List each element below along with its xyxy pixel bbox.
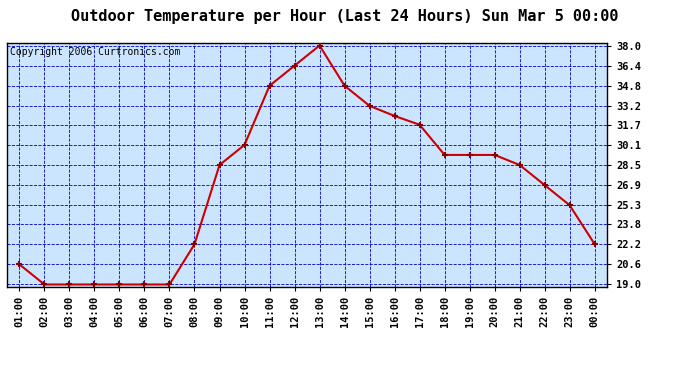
Text: Copyright 2006 Curtronics.com: Copyright 2006 Curtronics.com xyxy=(10,47,180,57)
Text: Outdoor Temperature per Hour (Last 24 Hours) Sun Mar 5 00:00: Outdoor Temperature per Hour (Last 24 Ho… xyxy=(71,9,619,24)
